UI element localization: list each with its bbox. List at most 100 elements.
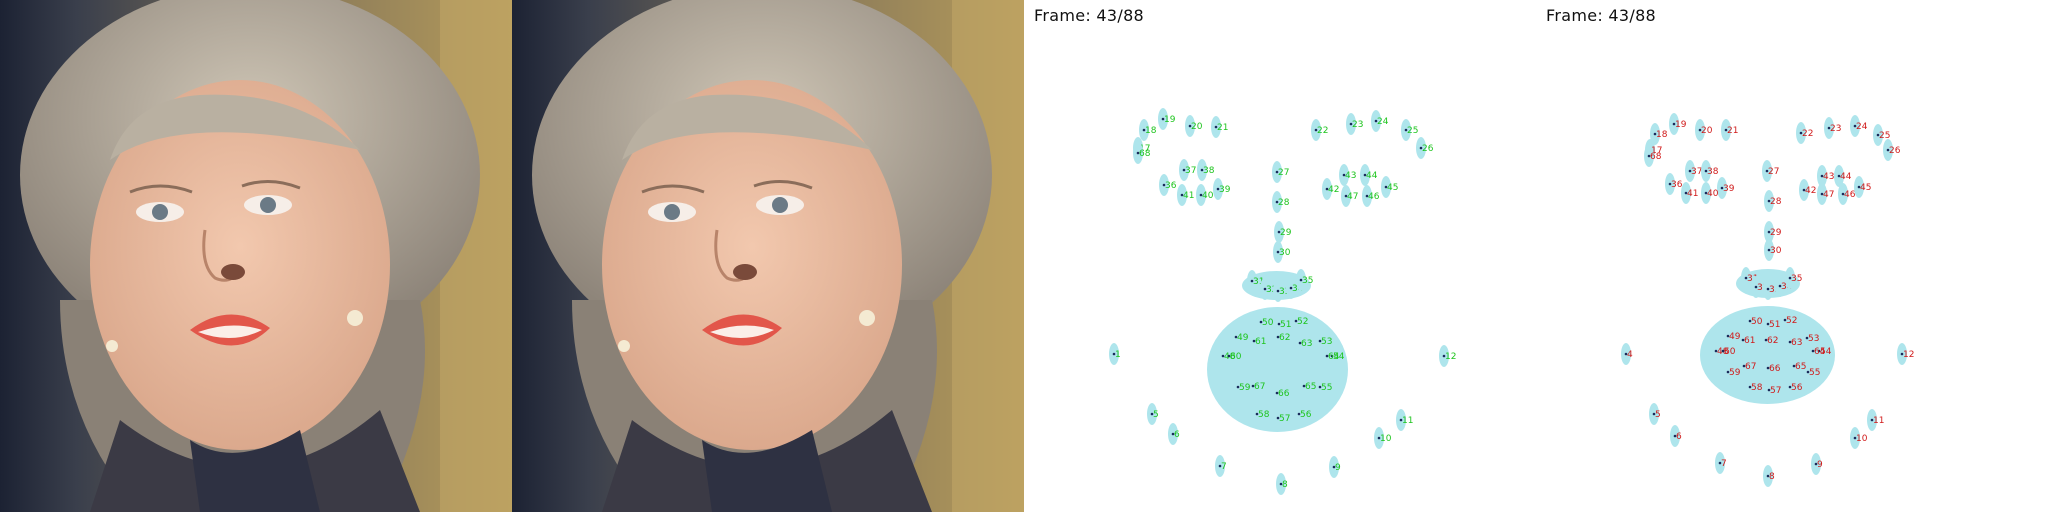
landmark-point bbox=[1720, 186, 1724, 190]
frame-counter: Frame: 43/88 bbox=[1034, 6, 1145, 25]
landmark-label: 62 bbox=[1767, 336, 1778, 346]
landmark-point bbox=[1162, 183, 1166, 187]
landmark-point bbox=[1724, 128, 1728, 132]
landmark-point bbox=[1684, 191, 1688, 195]
landmark-point bbox=[1318, 339, 1322, 343]
landmark-point bbox=[1767, 199, 1771, 203]
landmark-point bbox=[1766, 322, 1770, 326]
landmark-label: 38 bbox=[1203, 166, 1215, 176]
landmark-point bbox=[1276, 416, 1280, 420]
landmark-point bbox=[1252, 339, 1256, 343]
landmark-label: 29 bbox=[1770, 228, 1782, 238]
landmark-point bbox=[1814, 462, 1818, 466]
landmark-label: 43 bbox=[1823, 172, 1834, 182]
landmark-point bbox=[1374, 119, 1378, 123]
landmark-point bbox=[1811, 349, 1815, 353]
landmark-label: 48 bbox=[1224, 352, 1236, 362]
landmark-point bbox=[1330, 354, 1334, 358]
landmark-point bbox=[1766, 474, 1770, 478]
landmark-point bbox=[1297, 412, 1301, 416]
landmark-label: 63 bbox=[1301, 339, 1312, 349]
landmark-label: 55 bbox=[1321, 383, 1332, 393]
landmark-point bbox=[1302, 384, 1306, 388]
landmark-label: 42 bbox=[1805, 186, 1816, 196]
landmark-label: 23 bbox=[1352, 120, 1363, 130]
landmark-point bbox=[1251, 384, 1255, 388]
landmark-point bbox=[1726, 334, 1730, 338]
landmark-point bbox=[1792, 364, 1796, 368]
landmark-point bbox=[1299, 278, 1303, 282]
landmark-label: 59 bbox=[1239, 383, 1251, 393]
landmark-point bbox=[1234, 335, 1238, 339]
landmark-label: 17 bbox=[1651, 146, 1662, 156]
landmark-label: 18 bbox=[1656, 130, 1668, 140]
landmark-label: 33 bbox=[1279, 287, 1290, 297]
landmark-point bbox=[1263, 287, 1267, 291]
landmark-point bbox=[1742, 364, 1746, 368]
landmark-label: 59 bbox=[1729, 368, 1741, 378]
landmark-label: 53 bbox=[1808, 334, 1819, 344]
landmark-point bbox=[1171, 432, 1175, 436]
landmark-point bbox=[1688, 169, 1692, 173]
landmark-point bbox=[1653, 132, 1657, 136]
landmark-label: 28 bbox=[1278, 198, 1290, 208]
landmark-label: 67 bbox=[1254, 382, 1265, 392]
face-photo-original bbox=[0, 0, 512, 512]
original-video-frame bbox=[0, 0, 512, 512]
landmark-point bbox=[1827, 126, 1831, 130]
landmark-point bbox=[1318, 385, 1322, 389]
landmark-point bbox=[1275, 200, 1279, 204]
landmark-label: 55 bbox=[1809, 368, 1820, 378]
landmark-plot-predicted: Frame: 43/88 4 5 6 7 8 9 10 11 12 17 18 19 20 21 22 23 2… bbox=[1536, 0, 2048, 512]
landmark-point bbox=[1180, 193, 1184, 197]
landmark-label: 31 bbox=[1253, 277, 1264, 287]
landmark-label: 20 bbox=[1701, 126, 1713, 136]
landmark-label: 63 bbox=[1791, 338, 1802, 348]
landmark-point bbox=[1250, 279, 1254, 283]
landmark-point bbox=[1276, 289, 1280, 293]
landmark-point bbox=[1806, 370, 1810, 374]
landmark-label: 38 bbox=[1707, 167, 1719, 177]
landmark-label: 47 bbox=[1823, 190, 1834, 200]
landmark-label: 23 bbox=[1830, 124, 1841, 134]
landmark-point bbox=[1289, 286, 1293, 290]
landmark-point bbox=[1259, 320, 1263, 324]
landmark-label: 50 bbox=[1262, 318, 1274, 328]
landmark-point bbox=[1744, 276, 1748, 280]
landmark-label: 57 bbox=[1770, 386, 1781, 396]
landmark-point bbox=[1349, 122, 1353, 126]
landmark-label: 18 bbox=[1145, 126, 1157, 136]
landmark-label: 36 bbox=[1671, 180, 1683, 190]
landmark-point bbox=[1344, 194, 1348, 198]
landmark-point bbox=[1870, 418, 1874, 422]
landmark-label: 24 bbox=[1856, 122, 1868, 132]
landmark-label: 26 bbox=[1889, 146, 1901, 156]
landmark-label: 64 bbox=[1328, 352, 1340, 362]
landmark-label: 43 bbox=[1345, 171, 1356, 181]
landmark-point bbox=[1788, 385, 1792, 389]
landmark-point bbox=[1276, 250, 1280, 254]
landmark-label: 35 bbox=[1791, 274, 1802, 284]
landmark-point bbox=[1188, 124, 1192, 128]
landmark-point bbox=[1275, 391, 1279, 395]
landmark-point bbox=[1726, 370, 1730, 374]
landmark-point bbox=[1766, 287, 1770, 291]
landmark-label: 65 bbox=[1795, 362, 1806, 372]
landmark-label: 41 bbox=[1183, 191, 1194, 201]
landmark-point bbox=[1314, 128, 1318, 132]
landmark-plot-ground-truth: Frame: 43/88 1 5 6 7 8 9 10 11 12 17 18 19 20 21 22 23 2… bbox=[1024, 0, 1536, 512]
landmark-label: 29 bbox=[1280, 228, 1292, 238]
landmark-point bbox=[1276, 335, 1280, 339]
landmark-label: 8 bbox=[1769, 472, 1775, 482]
landmark-point bbox=[1200, 168, 1204, 172]
landmark-label: 54 bbox=[1333, 352, 1345, 362]
landmark-label: 20 bbox=[1191, 122, 1203, 132]
landmark-point bbox=[1419, 146, 1423, 150]
landmark-label: 5 bbox=[1153, 410, 1159, 420]
landmark-label: 12 bbox=[1903, 350, 1914, 360]
landmark-label: 32 bbox=[1757, 283, 1768, 293]
landmark-label: 34 bbox=[1781, 282, 1793, 292]
landmark-label: 35 bbox=[1302, 276, 1313, 286]
landmark-point bbox=[1275, 170, 1279, 174]
